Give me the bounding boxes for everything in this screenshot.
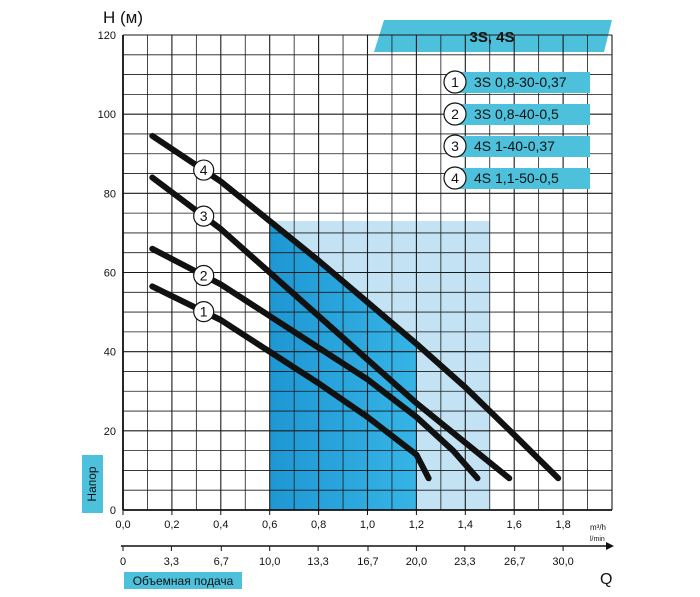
y-tick-label: 60 [104,268,116,280]
x-axis-lmin: 0 3,3 6,7 10,0 13,3 16,7 20,0 23,3 26,7 30,0 l/mi… [120,536,614,588]
x-tick-label: 0,8 [311,519,326,531]
y-axis-caption: Напор [85,466,99,502]
x-tick-label: 1,8 [555,519,570,531]
legend-number: 3 [451,138,459,154]
x-tick-label: 1,4 [458,519,473,531]
y-axis: 0 20 40 60 80 100 120 [98,30,116,517]
curve-marker-2 [193,264,215,287]
legend-marker-4 [443,166,467,190]
pump-curve-1 [149,283,432,482]
legend-label: 3S 0,8-30-0,37 [474,74,567,90]
x-axis-caption-box: Объемная подача [124,572,242,589]
curve-marker-3 [193,205,215,227]
x-axis-unit-lmin: l/min [590,536,605,543]
chart-title: 3S, 4S [469,29,514,46]
curve-number-label: 2 [200,267,208,283]
y-tick-label: 40 [104,347,116,359]
curve-number-label: 3 [200,208,208,224]
y-tick-label: 120 [98,30,116,42]
x-tick-label: 1,6 [507,519,522,531]
x-tick-label: 0,2 [164,519,179,531]
x-tick-label: 1,0 [360,519,375,531]
q-label: Q [600,571,612,588]
y-tick-label: 100 [98,109,116,121]
curve-marker-1 [193,300,215,323]
lmin-tick-label: 10,0 [259,556,280,568]
legend: 1 3S 0,8-30-0,37 2 3S 0,8-40-0,5 3 4S 1-40-0,… [443,70,590,190]
lmin-tick-label: 3,3 [164,556,179,568]
lmin-tick-label: 0 [120,556,126,568]
lmin-tick-label: 6,7 [214,556,229,568]
curve-marker-4 [193,159,215,181]
y-tick-label: 0 [110,505,116,517]
y-tick-label: 20 [104,426,116,438]
legend-label: 4S 1-40-0,37 [474,138,555,154]
legend-bg-4 [456,168,590,189]
legend-label: 3S 0,8-40-0,5 [474,106,559,122]
lmin-tick-label: 13,3 [307,556,328,568]
pump-curve-3 [149,174,513,482]
x-axis-caption: Объемная подача [133,574,234,588]
legend-number: 1 [451,74,459,90]
legend-bg-1 [456,72,590,93]
legend-label: 4S 1,1-50-0,5 [474,170,559,186]
legend-bg-3 [456,136,590,157]
legend-marker-1 [443,70,467,94]
pump-curve-2 [149,245,481,482]
lmin-tick-label: 30,0 [552,556,573,568]
legend-marker-3 [443,134,467,158]
lmin-tick-label: 20,0 [406,556,427,568]
pump-curves: 1 2 3 4 [149,132,562,482]
x-tick-label: 0,4 [213,519,228,531]
legend-marker-2 [443,102,467,126]
lmin-tick-label: 26,7 [504,556,525,568]
pump-curve-4 [149,132,562,482]
legend-number: 4 [451,170,459,186]
lmin-axis-arrow [606,542,614,550]
y-axis-caption-box: Напор [82,455,103,513]
legend-bg-2 [456,104,590,125]
x-axis-unit-m3h: m³/h [590,523,606,532]
x-tick-label: 0,0 [115,519,130,531]
lmin-tick-label: 16,7 [357,556,378,568]
lmin-tick-label: 23,3 [454,556,475,568]
x-tick-label: 0,6 [262,519,277,531]
title-banner-bg [374,20,612,52]
y-tick-label: 80 [104,188,116,200]
y-axis-label: H (м) [103,8,143,27]
x-tick-label: 1,2 [409,519,424,531]
curve-number-label: 1 [200,304,208,320]
title-banner: 3S, 4S [374,20,612,52]
legend-number: 2 [451,106,459,122]
x-axis-m3h: 0,0 0,2 0,4 0,6 0,8 1,0 1,2 1,4 1,6 1,8 [115,510,571,531]
curve-number-label: 4 [200,162,208,178]
